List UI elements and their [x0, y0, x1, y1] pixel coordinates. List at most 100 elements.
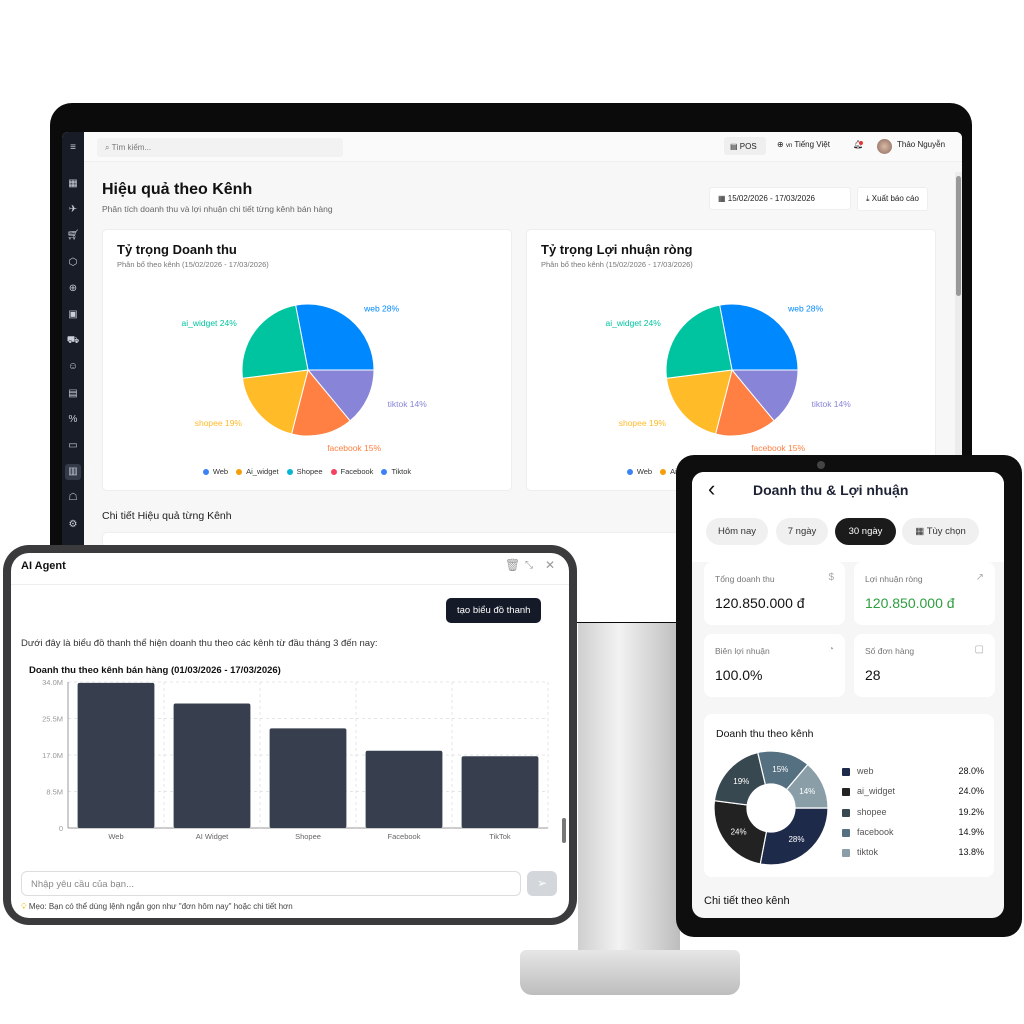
- pie-slice[interactable]: [290, 368, 351, 437]
- legend-label: Facebook: [340, 467, 374, 476]
- kpi-value: 120.850.000 đ: [715, 595, 805, 611]
- cart-icon[interactable]: 🛒︎: [66, 230, 80, 242]
- pie-label: web 28%: [363, 303, 399, 313]
- donut-slice[interactable]: [713, 799, 768, 865]
- revenue-share-card: Tỷ trọng Doanh thu Phân bổ theo kênh (15…: [102, 229, 512, 491]
- sidebar: ≡ ▦ ✈ 🛒︎ ⬡ ⊕ ▣ ⛟ ☺ ▤% ▭ ▥ ☖ ⚙: [62, 132, 84, 622]
- assistant-message: Dưới đây là biểu đồ thanh thể hiện doanh…: [21, 638, 378, 649]
- trash-icon[interactable]: 🗑︎: [505, 558, 521, 572]
- legend-item[interactable]: Tiktok: [381, 467, 411, 476]
- donut-slice[interactable]: [759, 807, 829, 866]
- export-label: Xuất báo cáo: [871, 194, 919, 203]
- desktop-screen: ≡ ▦ ✈ 🛒︎ ⬡ ⊕ ▣ ⛟ ☺ ▤% ▭ ▥ ☖ ⚙ ⌕ Tìm kiếm... ▤ POS ⊕ …: [62, 132, 962, 622]
- settings-icon[interactable]: ⚙: [68, 518, 78, 530]
- revenue-pie-chart: web 28% tiktok 14% facebook 15% shopee 19% a…: [182, 303, 428, 453]
- language-selector[interactable]: ⊕ vn Tiếng Việt: [777, 140, 830, 149]
- pie-slice[interactable]: [665, 304, 733, 379]
- pie-slice[interactable]: [730, 369, 799, 422]
- card-title: Tỷ trọng Doanh thu: [117, 242, 237, 257]
- menu-icon[interactable]: ≡: [70, 142, 76, 153]
- minimize-icon[interactable]: ⤡: [525, 560, 533, 571]
- pie-slice[interactable]: [241, 304, 309, 379]
- legend-row: ai_widget 24.0%: [842, 786, 984, 798]
- legend-dot: [202, 469, 209, 476]
- kpi-label: Số đơn hàng: [865, 646, 915, 656]
- notification-badge: [859, 141, 863, 145]
- donut-label: 24%: [731, 827, 747, 836]
- filter-custom[interactable]: ▦ Tùy chọn: [902, 518, 979, 545]
- x-tick-label: Shopee: [295, 832, 321, 841]
- pie-label: ai_widget 24%: [606, 318, 662, 328]
- bar[interactable]: [269, 728, 347, 828]
- chart-legend: Web Ai_widget Shopee Facebook Tiktok: [103, 467, 511, 476]
- pie-label: shopee 19%: [619, 418, 667, 428]
- percent-icon[interactable]: %: [68, 413, 78, 425]
- legend-swatch: [842, 849, 850, 858]
- store-icon[interactable]: ▣: [68, 309, 78, 320]
- section-title: Chi tiết Hiệu quả từng Kênh: [102, 510, 232, 522]
- legend-item[interactable]: Web: [626, 467, 652, 476]
- card-subtitle: Phân bổ theo kênh (15/02/2026 - 17/03/20…: [117, 260, 269, 269]
- scrollbar[interactable]: [955, 172, 962, 622]
- pos-label: POS: [739, 142, 757, 151]
- search-input[interactable]: ⌕ Tìm kiếm...: [97, 138, 343, 157]
- donut-slice[interactable]: [785, 763, 829, 809]
- filter-today[interactable]: Hôm nay: [706, 518, 768, 545]
- pie-slice[interactable]: [665, 369, 733, 435]
- bar[interactable]: [461, 756, 539, 828]
- bell-icon[interactable]: 🔔︎: [853, 140, 864, 149]
- globe-icon[interactable]: ⊕: [68, 282, 78, 294]
- robot-icon[interactable]: ☖: [68, 492, 78, 504]
- truck-icon[interactable]: ⛟: [66, 335, 80, 347]
- y-tick-label: 0: [59, 824, 63, 833]
- bar-chart-title: Doanh thu theo kênh bán hàng (01/03/2026…: [29, 665, 281, 676]
- date-range-picker[interactable]: ▦ 15/02/2026 - 17/03/2026: [709, 187, 851, 210]
- kpi-total-revenue: Tổng doanh thu $120.850.000 đ: [704, 562, 845, 625]
- close-icon[interactable]: ✕: [545, 558, 556, 572]
- back-arrow-icon[interactable]: ‹: [708, 476, 716, 501]
- user-name[interactable]: Thảo Nguyễn: [897, 140, 946, 149]
- calendar-icon: ▦: [915, 526, 927, 537]
- rocket-icon[interactable]: ✈: [68, 204, 78, 216]
- pie-label: ai_widget 24%: [182, 318, 238, 328]
- bar[interactable]: [173, 703, 251, 828]
- legend-item[interactable]: Ai_widget: [236, 467, 279, 476]
- filter-7-days[interactable]: 7 ngày: [776, 518, 828, 545]
- document-icon[interactable]: ▤: [68, 387, 78, 399]
- legend-swatch: [842, 828, 850, 837]
- pie-slice[interactable]: [241, 369, 309, 435]
- pie-slice[interactable]: [295, 303, 375, 371]
- bag-icon: ▢: [974, 644, 984, 655]
- pos-button[interactable]: ▤ POS: [724, 137, 766, 155]
- legend-row: facebook 14.9%: [842, 827, 984, 839]
- filter-30-days[interactable]: 30 ngày: [835, 518, 896, 545]
- legend-label: facebook: [857, 826, 894, 837]
- pie-slice[interactable]: [306, 369, 375, 422]
- pie-slice[interactable]: [719, 303, 799, 371]
- avatar[interactable]: [877, 139, 892, 154]
- chart-icon[interactable]: ▥: [65, 464, 81, 481]
- pie-label: facebook 15%: [751, 443, 805, 453]
- x-tick-label: TikTok: [489, 832, 511, 841]
- legend-dot: [286, 469, 293, 476]
- card-title: Tỷ trọng Lợi nhuận ròng: [541, 242, 693, 257]
- chat-input[interactable]: Nhập yêu cầu của bạn...: [21, 871, 521, 896]
- chat-scrollbar[interactable]: [562, 818, 566, 843]
- kpi-value: 120.850.000 đ: [865, 595, 955, 611]
- dollar-icon: $: [828, 572, 834, 583]
- send-button[interactable]: ➢: [527, 871, 557, 896]
- legend-item[interactable]: Web: [202, 467, 228, 476]
- legend-item[interactable]: Shopee: [286, 467, 323, 476]
- legend-item[interactable]: Facebook: [330, 467, 374, 476]
- legend-label: Shopee: [296, 467, 323, 476]
- pie-slice[interactable]: [714, 368, 775, 437]
- box-icon[interactable]: ⬡: [68, 256, 78, 268]
- users-icon[interactable]: ☺: [67, 361, 79, 373]
- export-button[interactable]: ⤓ Xuất báo cáo: [857, 187, 928, 211]
- bar[interactable]: [365, 750, 443, 828]
- dashboard-icon[interactable]: ▦: [68, 178, 78, 189]
- scroll-thumb[interactable]: [956, 176, 961, 296]
- trend-up-icon: ↗: [975, 572, 984, 583]
- card-icon[interactable]: ▭: [68, 440, 78, 451]
- bar[interactable]: [77, 682, 155, 828]
